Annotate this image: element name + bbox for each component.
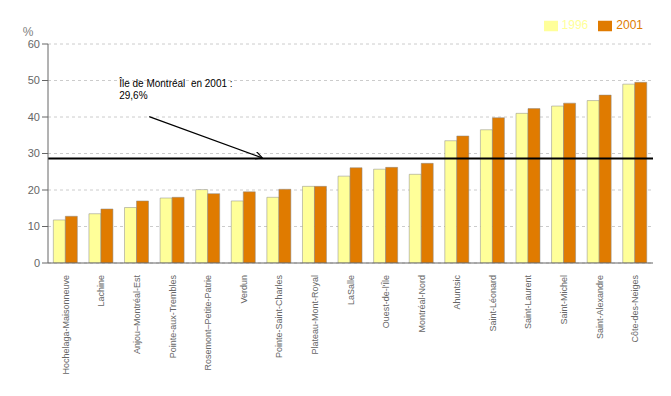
- svg-text:10: 10: [28, 220, 40, 232]
- html-text:2001: 2001: [616, 18, 643, 32]
- svg-text:Ouest-de-l'Île: Ouest-de-l'Île: [381, 275, 391, 328]
- svg-text:50: 50: [28, 74, 40, 86]
- svg-text:Verdun: Verdun: [239, 275, 249, 304]
- svg-text:Saint-Laurent: Saint-Laurent: [523, 275, 533, 330]
- svg-text:LaSalle: LaSalle: [346, 275, 356, 305]
- svg-text:Saint-Michel: Saint-Michel: [559, 275, 569, 325]
- svg-text:Côte-des-Neiges: Côte-des-Neiges: [630, 275, 640, 343]
- svg-text:Ahuntsic: Ahuntsic: [452, 275, 462, 310]
- svg-text:30: 30: [28, 147, 40, 159]
- svg-text:60: 60: [28, 38, 40, 50]
- svg-text:20: 20: [28, 184, 40, 196]
- svg-text:Lachine: Lachine: [96, 275, 106, 307]
- svg-text:Saint-Léonard: Saint-Léonard: [488, 275, 498, 332]
- svg-text:Pointe-Saint-Charles: Pointe-Saint-Charles: [274, 275, 284, 359]
- svg-text:Hochelaga-Maisonneuve: Hochelaga-Maisonneuve: [61, 275, 71, 375]
- svg-text:Plateau-Mont-Royal: Plateau-Mont-Royal: [310, 275, 320, 355]
- svg-text:Pointe-aux-Trembles: Pointe-aux-Trembles: [168, 275, 178, 359]
- svg-text:0: 0: [34, 257, 40, 269]
- svg-text:Saint-Alexandre: Saint-Alexandre: [595, 275, 605, 339]
- svg-text:Montréal-Nord: Montréal-Nord: [417, 275, 427, 333]
- html-text:1996: 1996: [561, 18, 589, 32]
- svg-text:Rosemont–Petite-Patrie: Rosemont–Petite-Patrie: [203, 275, 213, 371]
- svg-text:Île de Montréal en 2001 :29,6: Île de Montréal en 2001 :29,6%: [118, 77, 232, 101]
- svg-text:%: %: [23, 25, 34, 39]
- svg-text:40: 40: [28, 111, 40, 123]
- svg-text:Anjou–Montréal-Est: Anjou–Montréal-Est: [132, 275, 142, 355]
